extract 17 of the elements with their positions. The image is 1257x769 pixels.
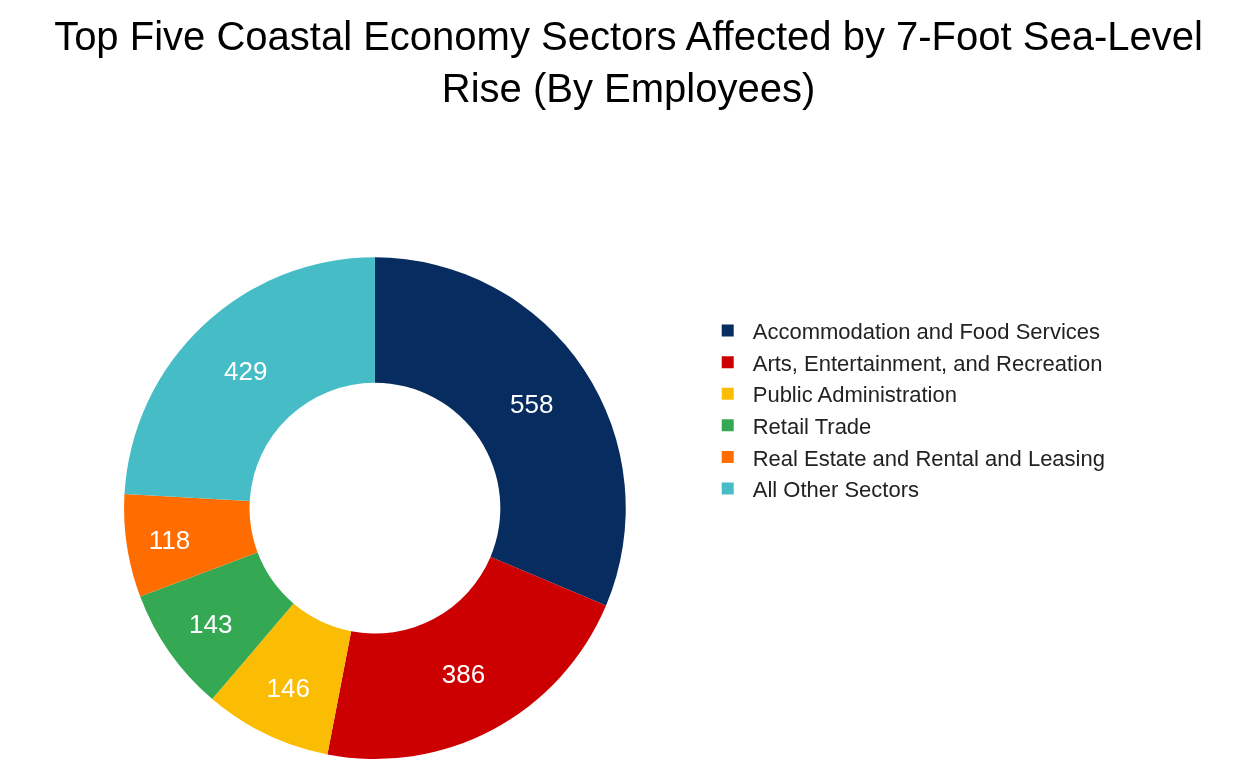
legend-label: Accommodation and Food Services: [752, 319, 1101, 345]
legend-label: All Other Sectors: [752, 477, 919, 503]
donut-slice: [327, 556, 607, 759]
chart-title: Top Five Coastal Economy Sectors Affected by 7-Foot Sea-Level Rise (By Employees): [54, 14, 1203, 110]
data-label: 429: [224, 356, 268, 387]
data-label: 386: [441, 659, 486, 690]
donut-slice: [124, 494, 258, 597]
donut-slice: [374, 257, 626, 606]
legend-label: Real Estate and Rental and Leasing: [752, 445, 1105, 471]
data-label: 146: [266, 673, 310, 704]
legend-label: Public Administration: [752, 382, 957, 408]
donut-slice: [124, 257, 375, 502]
legend-label: Retail Trade: [752, 413, 872, 439]
data-label: 118: [148, 524, 191, 555]
data-label: 143: [188, 608, 233, 639]
legend-label: Arts, Entertainment, and Recreation: [752, 350, 1103, 376]
data-label: 558: [509, 389, 554, 420]
